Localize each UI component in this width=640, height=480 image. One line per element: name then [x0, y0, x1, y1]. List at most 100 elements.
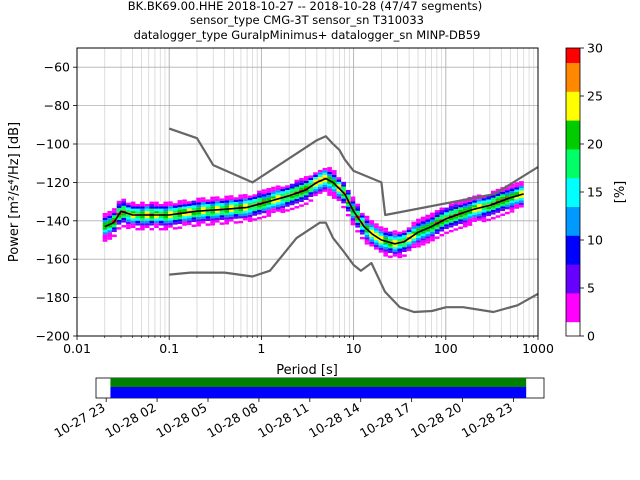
colorbar-label: [%] [613, 181, 628, 204]
heatmap-cell [481, 207, 487, 211]
heatmap-cell [476, 194, 482, 197]
heatmap-cell [280, 184, 286, 187]
heatmap-cell [261, 196, 267, 199]
heatmap-cell [406, 246, 412, 249]
colorbar-segment [566, 187, 580, 193]
heatmap-cell [331, 189, 337, 192]
heatmap-cell [116, 227, 122, 230]
heatmap-cell [130, 228, 136, 231]
heatmap-cell [289, 183, 295, 187]
heatmap-cell [416, 235, 421, 238]
heatmap-cell [350, 201, 356, 204]
heatmap-cell [257, 205, 262, 208]
heatmap-cell [481, 212, 487, 215]
heatmap-cell [514, 199, 520, 202]
heatmap-cell [214, 217, 220, 221]
colorbar-segment [566, 96, 580, 102]
heatmap-cell [505, 192, 510, 196]
heatmap-cell [177, 224, 183, 227]
heatmap-cell [224, 210, 230, 213]
heatmap-cell [200, 221, 206, 224]
heatmap-cell [102, 220, 108, 223]
colorbar-segment [566, 52, 580, 59]
heatmap-cell [144, 220, 150, 224]
heatmap-cell [444, 207, 449, 210]
heatmap-cell [186, 213, 192, 216]
heatmap-cell [359, 217, 365, 221]
heatmap-cell [519, 197, 524, 201]
heatmap-cell [247, 212, 253, 215]
heatmap-cell [271, 203, 276, 206]
heatmap-cell [158, 216, 164, 219]
heatmap-cell [200, 204, 206, 207]
x-tick-label: 0.1 [159, 341, 179, 356]
heatmap-cell [434, 210, 440, 213]
heatmap-cell [135, 208, 141, 212]
heatmap-cell [317, 167, 323, 170]
heatmap-cell [359, 220, 365, 223]
heatmap-cell [355, 230, 360, 233]
heatmap-cell [430, 231, 435, 235]
colorbar-segment [566, 216, 580, 222]
heatmap-cell [112, 222, 117, 225]
heatmap-cell [294, 206, 300, 209]
heatmap-cell [439, 226, 445, 230]
heatmap-cell [430, 236, 435, 239]
heatmap-cell [430, 238, 435, 242]
heatmap-cell [448, 222, 454, 226]
heatmap-cell [345, 206, 351, 210]
heatmap-cell [430, 226, 435, 230]
heatmap-cell [243, 213, 248, 216]
heatmap-cell [289, 202, 295, 206]
heatmap-cell [509, 210, 515, 213]
heatmap-cell [406, 248, 412, 252]
heatmap-cell [247, 217, 253, 220]
heatmap-cell [257, 209, 262, 213]
heatmap-cell [135, 218, 141, 221]
heatmap-cell [210, 201, 215, 204]
heatmap-cell [205, 211, 211, 214]
heatmap-cell [289, 190, 295, 194]
heatmap-cell [355, 203, 360, 207]
colorbar-segment [566, 91, 580, 97]
heatmap-cell [210, 220, 215, 224]
heatmap-cell [238, 194, 244, 197]
heatmap-cell [299, 192, 304, 195]
heatmap-cell [238, 204, 244, 207]
heatmap-cell [416, 228, 421, 231]
heatmap-cell [453, 216, 459, 219]
heatmap-cell [172, 227, 178, 230]
heatmap-cell [359, 229, 365, 233]
heatmap-cell [448, 229, 454, 233]
heatmap-cell [144, 228, 150, 231]
heatmap-cell [126, 221, 131, 225]
heatmap-cell [378, 226, 384, 229]
heatmap-cell [345, 189, 351, 193]
heatmap-cell [453, 204, 459, 207]
heatmap-cell [467, 218, 473, 222]
colorbar-segment [566, 307, 580, 313]
heatmap-cell [500, 206, 506, 209]
heatmap-cell [369, 246, 375, 249]
heatmap-cell [102, 227, 108, 230]
heatmap-cell [121, 201, 127, 204]
heatmap-cell [392, 230, 398, 233]
heatmap-cell [116, 207, 122, 211]
heatmap-cell [154, 206, 159, 209]
heatmap-cell [434, 214, 440, 218]
heatmap-cell [519, 185, 524, 189]
heatmap-cell [252, 191, 258, 195]
heatmap-cell [383, 244, 389, 248]
heatmap-cell [341, 193, 346, 197]
heatmap-cell [369, 229, 375, 233]
heatmap-cell [116, 203, 122, 206]
heatmap-cell [308, 180, 314, 183]
heatmap-cell [374, 242, 379, 245]
colorbar-segment [566, 249, 580, 255]
heatmap-cell [168, 220, 173, 224]
heatmap-cell [364, 232, 370, 235]
heatmap-cell [261, 210, 267, 214]
heatmap-cell [149, 228, 155, 231]
heatmap-cell [397, 255, 403, 259]
heatmap-cell [495, 198, 501, 201]
